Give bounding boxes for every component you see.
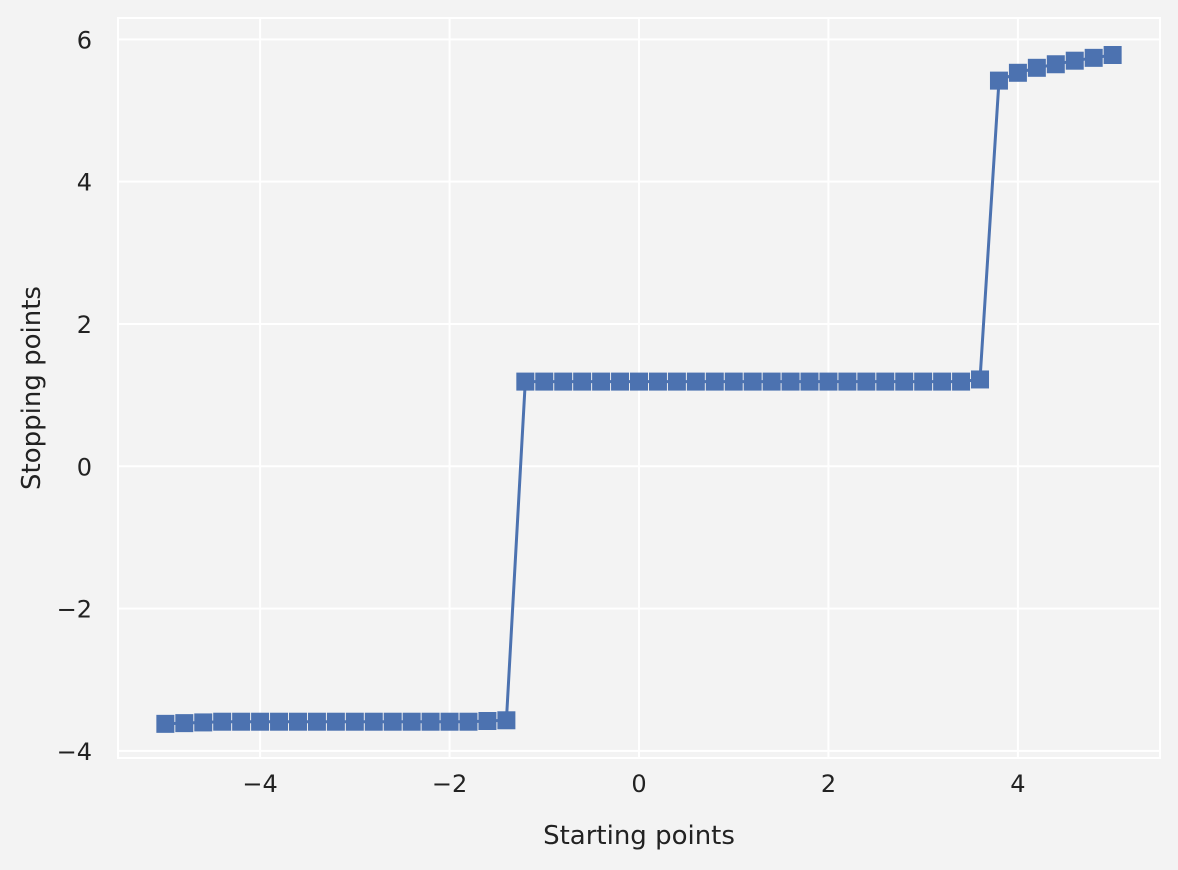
data-point-marker [478, 712, 497, 730]
x-tick-label: 2 [821, 770, 836, 798]
data-point-marker [402, 712, 421, 731]
plot-frame [117, 17, 1161, 759]
data-point-marker [724, 372, 743, 391]
data-point-marker [535, 372, 554, 391]
data-point-marker [819, 372, 838, 391]
axes-frame [117, 17, 1161, 759]
data-point-marker [762, 372, 781, 391]
data-point-marker [971, 370, 990, 389]
data-point-marker [213, 712, 232, 731]
x-tick-label: −4 [242, 770, 277, 798]
data-point-marker [175, 714, 194, 733]
data-point-marker [345, 712, 364, 731]
x-tick-label: −2 [432, 770, 467, 798]
data-point-marker [326, 712, 345, 731]
grid-layer [118, 18, 1160, 758]
data-point-marker [914, 372, 933, 391]
data-point-marker [232, 712, 251, 731]
data-point-marker [705, 372, 724, 391]
data-point-marker [270, 712, 289, 731]
data-point-marker [989, 71, 1008, 90]
data-point-marker [364, 712, 383, 731]
data-point-marker [554, 372, 573, 391]
y-tick-label: −2 [57, 596, 92, 624]
data-point-marker [1084, 48, 1103, 67]
data-point-marker [440, 712, 459, 731]
data-point-marker [800, 372, 819, 391]
x-tick-label: 0 [631, 770, 646, 798]
data-point-marker [648, 372, 667, 391]
y-tick-label: −4 [57, 738, 92, 766]
data-point-marker [838, 372, 857, 391]
data-point-marker [876, 372, 895, 391]
data-point-marker [573, 372, 592, 391]
data-point-marker [383, 712, 402, 731]
data-point-marker [497, 711, 516, 730]
data-point-marker [857, 372, 876, 391]
y-tick-label: 2 [77, 311, 92, 339]
x-axis-label: Starting points [543, 821, 735, 851]
data-point-marker [781, 372, 800, 391]
data-point-marker [1027, 58, 1046, 77]
data-point-marker [1065, 51, 1084, 70]
data-point-marker [194, 713, 213, 732]
data-point-marker [933, 372, 952, 391]
tick-labels: −4 −2 0 2 4 −4 −2 0 2 4 6 [57, 26, 1026, 798]
data-point-marker [307, 712, 326, 731]
data-point-marker [251, 712, 270, 731]
series-layer [156, 46, 1122, 733]
y-tick-label: 6 [77, 26, 92, 54]
y-tick-label: 4 [77, 169, 92, 197]
data-point-marker [667, 372, 686, 391]
data-point-marker [1046, 55, 1065, 74]
data-point-marker [895, 372, 914, 391]
x-tick-label: 4 [1010, 770, 1025, 798]
data-point-marker [1008, 63, 1027, 82]
data-point-marker [592, 372, 611, 391]
y-axis-label: Stopping points [17, 286, 47, 490]
y-tick-label: 0 [77, 453, 92, 481]
data-point-marker [611, 372, 630, 391]
data-point-marker [743, 372, 762, 391]
data-point-marker [630, 372, 648, 391]
data-point-marker [156, 714, 175, 733]
data-point-marker [952, 372, 971, 391]
data-point-marker [686, 372, 705, 391]
data-point-marker [516, 372, 535, 391]
data-point-marker [459, 712, 478, 731]
data-point-marker [1103, 46, 1122, 64]
data-point-marker [288, 712, 307, 731]
data-point-marker [421, 712, 440, 731]
